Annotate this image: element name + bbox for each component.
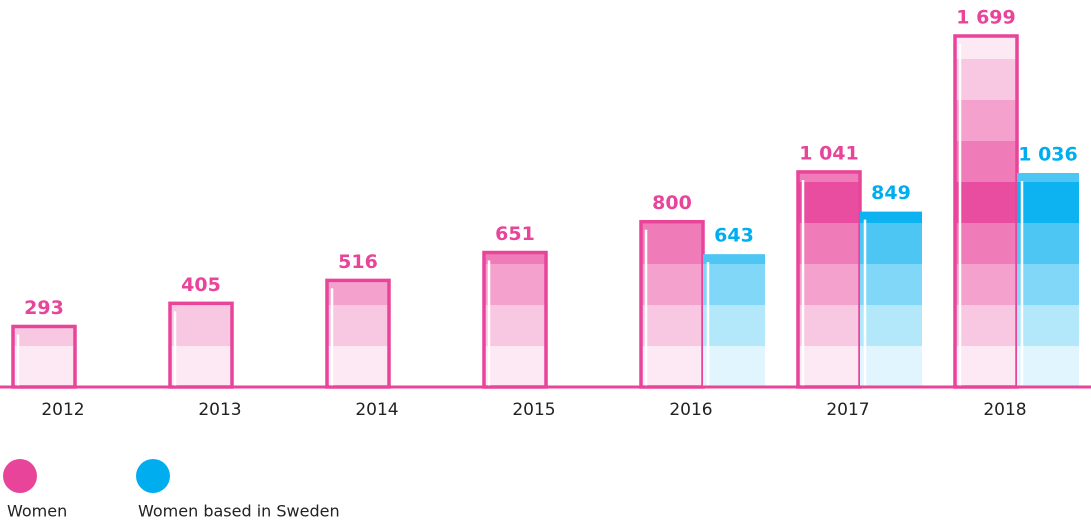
- bar-stripe: [1017, 346, 1079, 387]
- value-label: 1 041: [799, 142, 859, 164]
- legend-label: Women: [7, 502, 67, 521]
- bar-stripe: [703, 254, 765, 264]
- bar-stripe: [13, 346, 75, 387]
- x-tick-label: 2012: [41, 400, 84, 420]
- x-tick-label: 2013: [198, 400, 241, 420]
- bar-stripe: [860, 223, 922, 264]
- bar-stripe: [955, 223, 1017, 264]
- value-label: 643: [714, 225, 754, 247]
- value-label: 405: [181, 274, 221, 296]
- bar-stripe: [1017, 223, 1079, 264]
- value-label: 849: [871, 182, 911, 204]
- bar-stripe: [703, 264, 765, 305]
- bar-stripe: [484, 252, 546, 264]
- bar-stripe: [641, 346, 703, 387]
- bar-stripe: [798, 264, 860, 305]
- value-label: 1 036: [1018, 143, 1078, 165]
- bar-stripe: [798, 305, 860, 346]
- bar-stripe: [1017, 305, 1079, 346]
- bar-stripe: [955, 305, 1017, 346]
- bar-stripe: [327, 346, 389, 387]
- bar-stripe: [955, 264, 1017, 305]
- bar-stripe: [955, 346, 1017, 387]
- x-tick-label: 2018: [983, 400, 1026, 420]
- bar-stripe: [13, 326, 75, 346]
- value-label: 1 699: [956, 7, 1016, 29]
- bar-stripe: [860, 211, 922, 223]
- bar-stripe: [1017, 182, 1079, 223]
- bar-stripe: [484, 305, 546, 346]
- bar-stripe: [798, 182, 860, 223]
- bar-stripe: [703, 305, 765, 346]
- bar-stripe: [327, 305, 389, 346]
- bar-stripe: [955, 141, 1017, 182]
- legend-swatch: [136, 459, 170, 493]
- value-label: 800: [652, 192, 692, 214]
- bar-stripe: [641, 264, 703, 305]
- bar-stripe: [641, 223, 703, 264]
- bar-stripe: [860, 264, 922, 305]
- bar-stripe: [327, 280, 389, 305]
- bar-stripe: [955, 100, 1017, 141]
- value-label: 651: [495, 223, 535, 245]
- bar-stripe: [860, 346, 922, 387]
- bar-stripe: [955, 59, 1017, 100]
- x-tick-label: 2014: [355, 400, 398, 420]
- bar-stripe: [484, 264, 546, 305]
- bar-stripe: [798, 346, 860, 387]
- x-tick-label: 2016: [669, 400, 712, 420]
- bar-stripe: [641, 305, 703, 346]
- bar-stripe: [484, 346, 546, 387]
- bar-stripe: [798, 223, 860, 264]
- bar-stripe: [170, 346, 232, 387]
- value-label: 293: [24, 297, 64, 319]
- bar-stripe: [1017, 172, 1079, 182]
- legend-label: Women based in Sweden: [138, 502, 340, 521]
- bar-stripe: [955, 36, 1017, 59]
- bar-stripe: [703, 346, 765, 387]
- legend-swatch: [3, 459, 37, 493]
- bar-stripe: [860, 305, 922, 346]
- bar-stripe: [955, 182, 1017, 223]
- bar-stripe: [798, 171, 860, 182]
- x-tick-label: 2015: [512, 400, 555, 420]
- bar-stripe: [170, 305, 232, 346]
- x-tick-label: 2017: [826, 400, 869, 420]
- value-label: 516: [338, 251, 378, 273]
- bar-stripe: [1017, 264, 1079, 305]
